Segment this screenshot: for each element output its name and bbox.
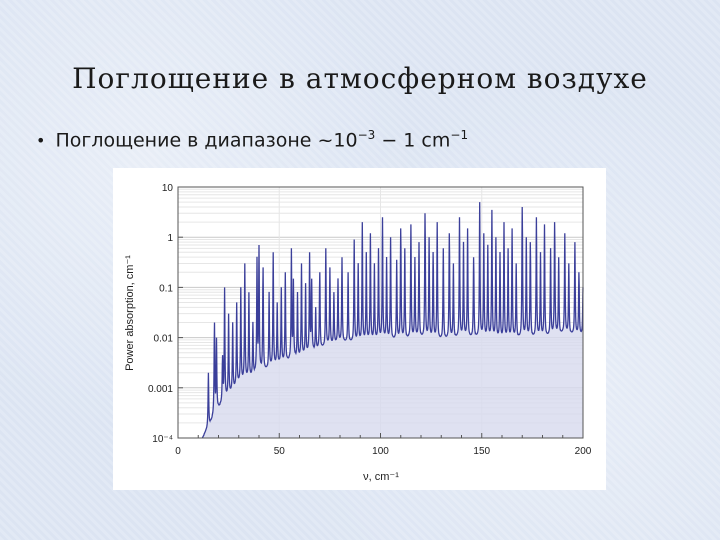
x-tick-labels: 0 50 100 150 200	[175, 446, 592, 457]
x-tick-label: 200	[575, 446, 592, 457]
bullet-dot-icon: •	[36, 131, 46, 151]
chart-area	[201, 202, 584, 439]
x-tick-label: 150	[473, 446, 490, 457]
x-tick-label: 0	[175, 446, 181, 457]
absorption-series-line	[201, 202, 584, 439]
x-tick-label: 100	[372, 446, 389, 457]
y-tick-label: 0.1	[159, 283, 173, 294]
x-tick-label: 50	[274, 446, 286, 457]
bullet-exponent-2: −1	[450, 128, 469, 142]
y-tick-label: 10	[162, 183, 174, 194]
x-axis-label: ν, cm⁻¹	[363, 471, 399, 483]
bullet-exponent-1: −3	[357, 128, 376, 142]
y-tick-label: 0.01	[154, 334, 174, 345]
bullet-item: • Поглощение в диапазоне ~10−3 − 1 cm−1	[36, 128, 468, 151]
absorption-chart: 10⁻⁴ 0.001 0.01 0.1 1 10 0 50 100 150 200 ν, cm⁻¹…	[124, 183, 592, 483]
bullet-prefix: Поглощение в диапазоне ~10	[55, 129, 358, 152]
bullet-mid: − 1 cm	[375, 129, 451, 152]
slide-title: Поглощение в атмосферном воздухе	[72, 62, 648, 95]
y-tick-label: 1	[167, 233, 173, 244]
y-tick-label: 0.001	[148, 384, 173, 395]
chart-card: 10⁻⁴ 0.001 0.01 0.1 1 10 0 50 100 150 200 ν, cm⁻¹…	[113, 168, 606, 490]
y-tick-label: 10⁻⁴	[152, 434, 173, 445]
y-axis-label: Power absorption, cm⁻¹	[124, 255, 136, 371]
chart-axes	[177, 186, 584, 439]
bullet-text: Поглощение в диапазоне ~10−3 − 1 cm−1	[55, 128, 468, 151]
y-tick-labels: 10⁻⁴ 0.001 0.01 0.1 1 10	[148, 183, 173, 445]
